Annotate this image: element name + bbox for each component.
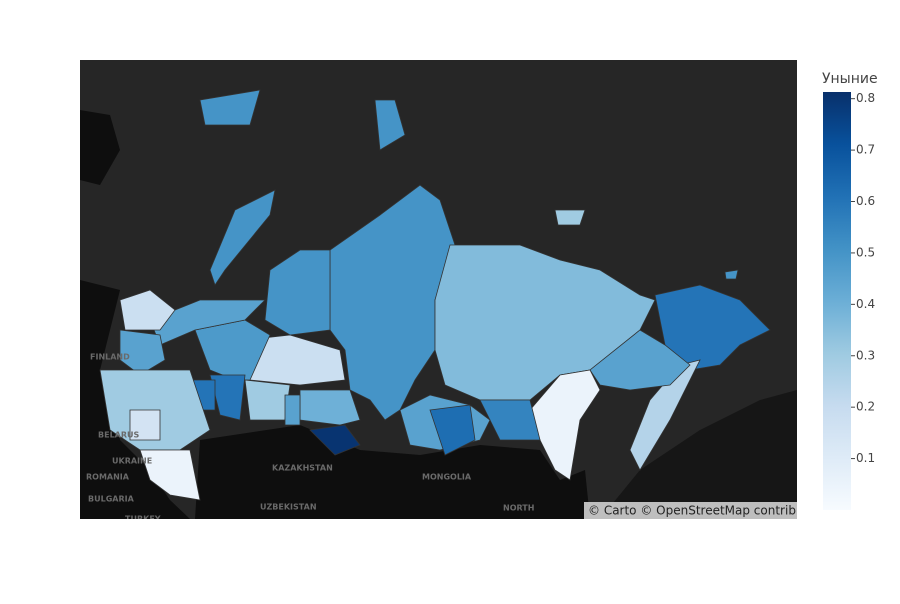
region bbox=[309, 424, 361, 456]
region bbox=[299, 389, 361, 426]
map-label: FINLAND bbox=[90, 353, 130, 362]
colorbar bbox=[823, 92, 851, 510]
region bbox=[554, 209, 586, 226]
region bbox=[264, 249, 331, 336]
colorbar-tick-label: 0.6 bbox=[856, 194, 875, 208]
colorbar-ticks: 0.1 0.2 0.3 0.4 0.5 0.6 0.7 0.8 bbox=[851, 91, 875, 465]
region bbox=[244, 379, 291, 421]
land bbox=[195, 425, 590, 519]
region bbox=[119, 289, 176, 331]
region bbox=[119, 329, 166, 376]
region bbox=[329, 184, 456, 421]
region bbox=[724, 269, 739, 280]
region bbox=[139, 449, 201, 501]
land bbox=[600, 390, 797, 519]
region bbox=[199, 89, 261, 126]
map-label: BELARUS bbox=[98, 431, 140, 440]
colorbar-title: Уныние bbox=[822, 71, 878, 87]
region bbox=[129, 409, 161, 441]
colorbar-tick-label: 0.4 bbox=[856, 297, 875, 311]
regions bbox=[99, 89, 771, 501]
region bbox=[429, 404, 476, 456]
colorbar-tick-label: 0.3 bbox=[856, 348, 875, 362]
map[interactable]: FINLAND BELARUS UKRAINE ROMANIA BULGARIA TURK… bbox=[80, 60, 827, 524]
map-label: ROMANIA bbox=[86, 473, 130, 482]
colorbar-tick-label: 0.2 bbox=[856, 400, 875, 414]
region bbox=[209, 374, 246, 421]
map-label: UKRAINE bbox=[112, 457, 152, 466]
attribution[interactable]: © Carto © OpenStreetMap contributors bbox=[588, 504, 827, 518]
region bbox=[629, 359, 701, 471]
land bbox=[80, 110, 120, 185]
colorbar-tick-label: 0.1 bbox=[856, 451, 875, 465]
region bbox=[479, 399, 541, 441]
map-label: TURKEY bbox=[125, 515, 161, 524]
map-label: BULGARIA bbox=[88, 495, 135, 504]
land bbox=[80, 280, 120, 380]
map-label: UZBEKISTAN bbox=[260, 503, 317, 512]
region bbox=[284, 394, 301, 426]
colorbar-tick-label: 0.7 bbox=[856, 143, 875, 157]
map-labels: FINLAND BELARUS UKRAINE ROMANIA BULGARIA TURK… bbox=[86, 353, 534, 524]
region bbox=[374, 99, 406, 151]
region bbox=[589, 329, 691, 391]
region bbox=[209, 189, 276, 286]
colorbar-tick-label: 0.5 bbox=[856, 245, 875, 259]
attribution-box bbox=[584, 502, 797, 519]
map-label: KAZAKHSTAN bbox=[272, 464, 333, 473]
colorbar-tick-label: 0.8 bbox=[856, 91, 875, 105]
map-label: MONGOLIA bbox=[422, 473, 472, 482]
map-label: NORTH bbox=[503, 504, 534, 513]
